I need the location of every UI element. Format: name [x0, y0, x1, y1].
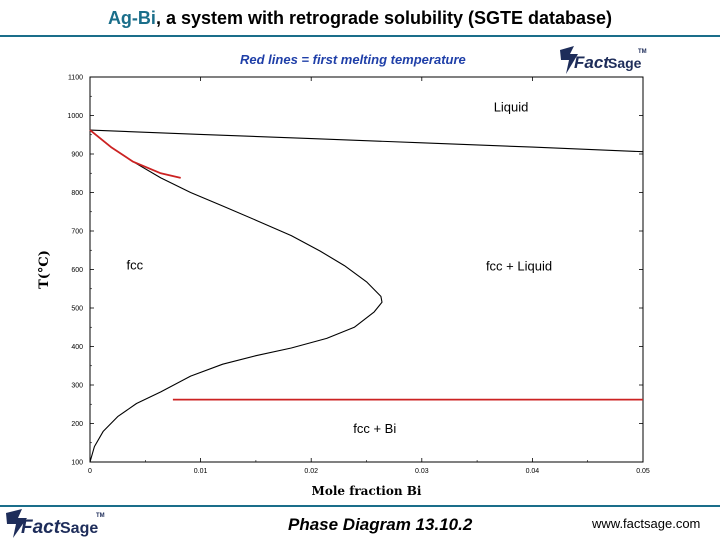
y-tick-label: 400 — [71, 344, 83, 351]
x-tick-label: 0.03 — [415, 468, 429, 475]
y-tick-label: 300 — [71, 383, 83, 390]
region-label-0: Liquid — [494, 100, 529, 115]
y-tick-label: 800 — [71, 190, 83, 197]
factsage-logo-footer: Fact Sage TM — [6, 509, 105, 538]
y-tick-label: 900 — [71, 152, 83, 159]
y-axis-label: T(°C) — [37, 250, 52, 289]
region-label-1: fcc — [126, 258, 143, 273]
y-tick-label: 500 — [71, 306, 83, 313]
y-tick-label: 600 — [71, 267, 83, 274]
region-label-2: fcc + Liquid — [486, 259, 552, 274]
logo-trademark: TM — [638, 49, 647, 55]
title-description: , a system with retrograde solubility (S… — [155, 8, 613, 28]
y-tick-label: 200 — [71, 421, 83, 428]
footer-divider — [0, 505, 720, 507]
logo-text-fact: Fact — [574, 53, 610, 72]
y-tick-label: 1000 — [67, 113, 83, 120]
factsage-logo: Fact Sage TM — [560, 46, 647, 74]
chart-axes: 0 0.01 0.02 0.03 0.04 0.05 100 200 300 400 500 600 7… — [37, 75, 650, 499]
chart-labels: Liquid fcc fcc + Liquid fcc + Bi — [126, 100, 552, 436]
y-tick-label: 700 — [71, 229, 83, 236]
logo-mark-icon — [560, 46, 578, 74]
x-tick-label: 0.01 — [194, 468, 208, 475]
chart-subtitle: Red lines = first melting temperature — [240, 52, 466, 67]
logo-text-fact-footer: Fact — [21, 517, 61, 538]
logo-mark-icon-footer — [6, 509, 27, 538]
x-tick-label: 0.02 — [304, 468, 318, 475]
y-tick-label: 100 — [71, 460, 83, 467]
logo-text-sage: Sage — [608, 55, 642, 71]
footer-website-link[interactable]: www.factsage.com — [592, 516, 701, 531]
title-system-name: Ag-Bi — [107, 8, 156, 28]
chart-series — [89, 129, 644, 463]
x-tick-label: 0 — [88, 468, 92, 475]
phase-boundary-line-0 — [89, 129, 644, 153]
footer-phase-diagram-label: Phase Diagram 13.10.2 — [288, 515, 473, 534]
phase-boundary-line-2 — [89, 129, 181, 179]
y-tick-label: 1100 — [68, 75, 83, 82]
header-divider — [0, 35, 720, 37]
x-tick-label: 0.04 — [526, 468, 540, 475]
phase-boundary-line-1 — [89, 129, 383, 463]
logo-trademark-footer: TM — [96, 513, 105, 519]
plot-frame — [89, 76, 644, 463]
region-label-3: fcc + Bi — [353, 421, 396, 436]
slide-title: Ag-Bi, a system with retrograde solubili… — [0, 8, 720, 29]
x-axis-label: Mole fraction Bi — [312, 484, 422, 498]
logo-text-sage-footer: Sage — [60, 520, 98, 537]
x-tick-label: 0.05 — [636, 468, 650, 475]
